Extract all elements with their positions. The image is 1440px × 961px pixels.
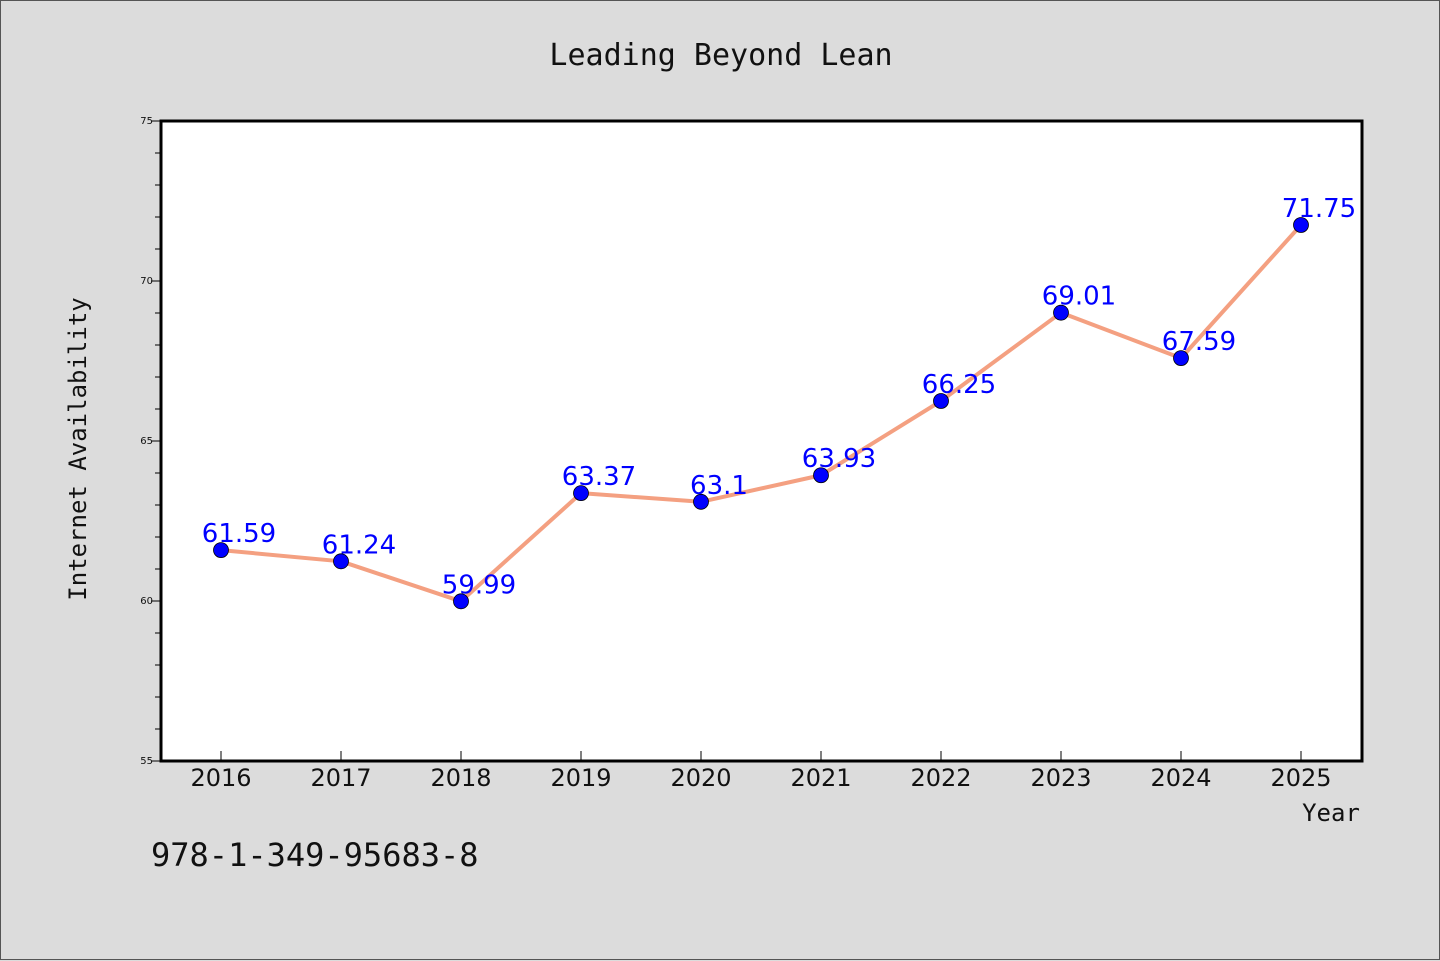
data-point	[693, 493, 709, 510]
data-label: 63.37	[562, 462, 636, 492]
data-point	[1053, 304, 1069, 321]
series-line	[220, 223, 1303, 604]
data-label: 63.93	[802, 444, 876, 474]
series-layer: 61.59 61.24 59.99 63.37 63.1 63.93 66.25 69.01 6…	[202, 194, 1356, 610]
x-tick-label: 2022	[910, 764, 971, 792]
x-tick-label: 2020	[670, 764, 731, 792]
y-tick-label: 75	[140, 116, 153, 127]
y-tick-label: 70	[140, 276, 153, 287]
data-label: 61.24	[322, 530, 396, 560]
x-axis: 2016 2017 2018 2019 2020 2021 2022 2023 2024 2025	[190, 751, 1332, 792]
data-label: 61.59	[202, 519, 276, 549]
y-axis-label: Internet Availability	[64, 297, 92, 600]
data-point	[933, 393, 949, 409]
x-tick-label: 2016	[190, 764, 251, 792]
x-tick-label: 2018	[430, 764, 491, 792]
data-label: 69.01	[1042, 282, 1116, 312]
data-label: 59.99	[442, 570, 516, 600]
chart-title: Leading Beyond Lean	[549, 38, 892, 73]
x-tick-label: 2017	[310, 764, 371, 792]
data-point	[573, 485, 589, 502]
x-axis-label: Year	[1302, 799, 1360, 827]
isbn-text: 978-1-349-95683-8	[151, 836, 479, 874]
data-point	[1293, 217, 1309, 233]
data-point	[813, 467, 829, 484]
y-axis: 55 60 65 70 75	[140, 116, 161, 767]
x-tick-label: 2021	[790, 764, 851, 792]
x-tick-label: 2023	[1030, 764, 1091, 792]
data-point	[453, 593, 469, 610]
plot-area	[159, 119, 1364, 763]
y-tick-label: 55	[140, 756, 153, 767]
data-point	[333, 553, 349, 570]
data-point	[1173, 350, 1189, 367]
x-tick-label: 2019	[550, 764, 611, 792]
data-label: 63.1	[690, 471, 748, 501]
data-label: 71.75	[1282, 194, 1356, 224]
x-tick-label: 2024	[1150, 764, 1211, 792]
data-label: 66.25	[922, 370, 996, 400]
x-tick-label: 2025	[1270, 764, 1331, 792]
y-tick-label: 60	[140, 596, 153, 607]
y-tick-label: 65	[140, 436, 153, 447]
data-label: 67.59	[1162, 327, 1236, 357]
data-point	[213, 542, 229, 559]
